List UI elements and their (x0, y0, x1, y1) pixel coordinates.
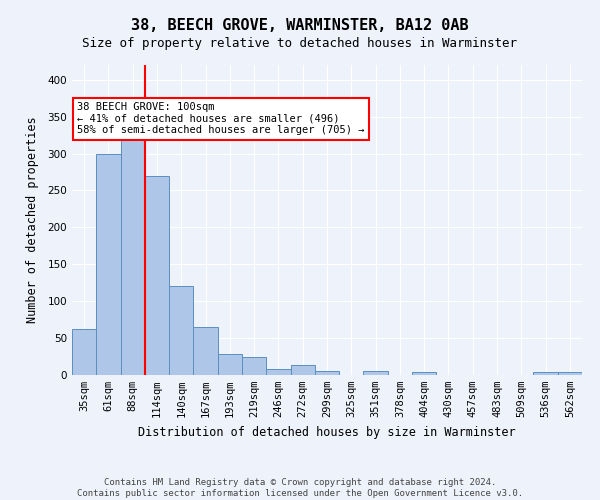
Bar (290, 366, 315, 375)
Bar (169, 286, 193, 375)
X-axis label: Distribution of detached houses by size in Warminster: Distribution of detached houses by size … (138, 426, 516, 438)
Bar (533, 372, 558, 375)
Bar (558, 372, 582, 375)
Bar (218, 354, 242, 375)
Bar (121, 132, 145, 375)
Text: 38 BEECH GROVE: 100sqm
← 41% of detached houses are smaller (496)
58% of semi-de: 38 BEECH GROVE: 100sqm ← 41% of detached… (77, 102, 365, 136)
Bar (72, 328, 96, 375)
Bar (266, 369, 290, 375)
Text: 38, BEECH GROVE, WARMINSTER, BA12 0AB: 38, BEECH GROVE, WARMINSTER, BA12 0AB (131, 18, 469, 32)
Bar (193, 327, 218, 375)
Bar (364, 372, 388, 375)
Bar (412, 372, 436, 375)
Y-axis label: Number of detached properties: Number of detached properties (26, 116, 39, 324)
Bar (145, 176, 169, 375)
Bar (96, 154, 121, 375)
Text: Contains HM Land Registry data © Crown copyright and database right 2024.
Contai: Contains HM Land Registry data © Crown c… (77, 478, 523, 498)
Bar (242, 356, 266, 375)
Bar (315, 372, 339, 375)
Text: Size of property relative to detached houses in Warminster: Size of property relative to detached ho… (83, 38, 517, 51)
